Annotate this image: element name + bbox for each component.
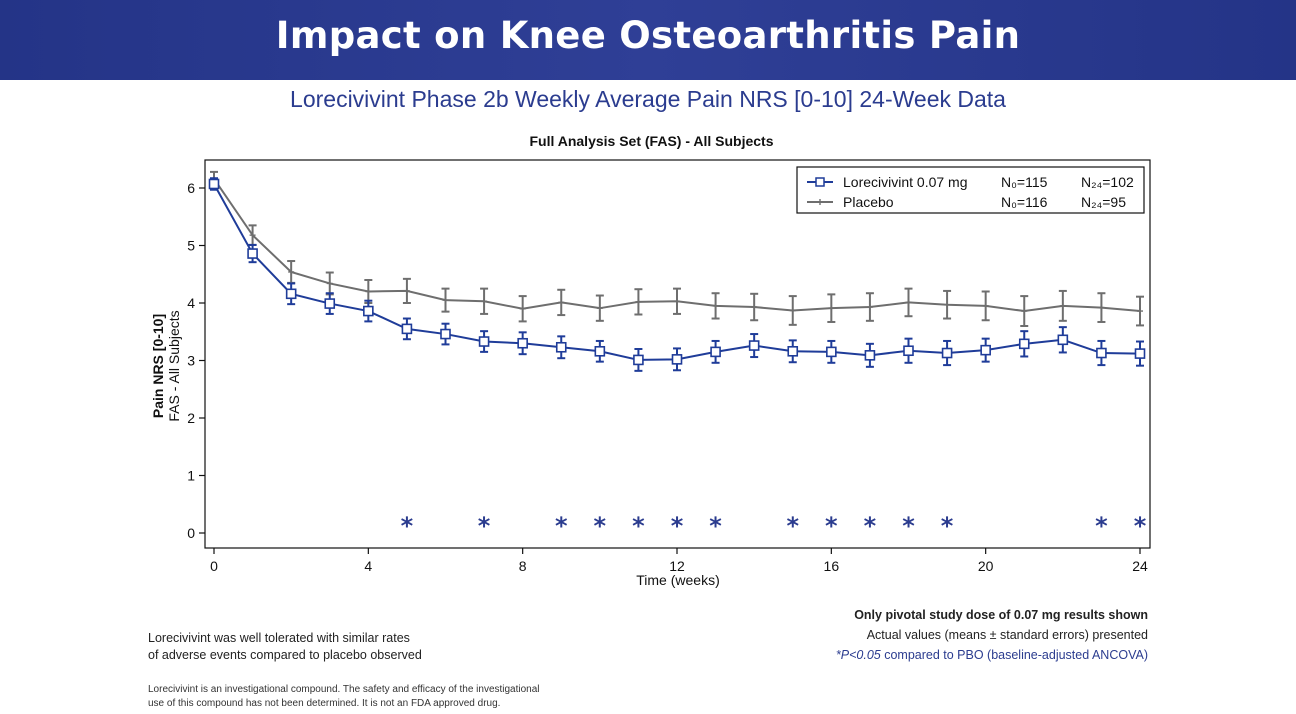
- significance-star: *: [671, 512, 684, 540]
- y-tick-label: 3: [187, 353, 195, 369]
- safety-note-line1: Lorecivivint was well tolerated with sim…: [148, 631, 410, 645]
- legend-lorecivivint-n0: N₀=115: [1001, 174, 1048, 190]
- significance-star: *: [864, 512, 877, 540]
- significance-star: *: [786, 512, 799, 540]
- legend-placebo-label: Placebo: [843, 194, 894, 210]
- x-tick-label: 20: [978, 558, 994, 574]
- lorecivivint-point: [710, 346, 721, 358]
- y-axis-label-2: FAS - All Subjects: [166, 310, 182, 421]
- slide-subtitle: Lorecivivint Phase 2b Weekly Average Pai…: [290, 86, 1006, 112]
- x-tick-label: 8: [519, 558, 527, 574]
- disclaimer: Lorecivivint is an investigational compo…: [148, 683, 540, 711]
- page-title: Impact on Knee Osteoarthritis Pain: [275, 14, 1021, 57]
- significance-star: *: [594, 512, 607, 540]
- legend-box: [796, 166, 1145, 214]
- legend-placebo-n0: N₀=116: [1001, 194, 1048, 210]
- lorecivivint-point: [517, 337, 528, 349]
- lorecivivint-point: [247, 248, 258, 259]
- lorecivivint-point: [285, 288, 297, 300]
- x-tick-label: 24: [1132, 558, 1148, 574]
- lorecivivint-point: [594, 346, 606, 357]
- y-tick-label: 1: [187, 468, 195, 484]
- x-tick-label: 12: [669, 558, 685, 574]
- significance-star: *: [555, 512, 568, 540]
- lorecivivint-point: [363, 305, 374, 317]
- disclaimer-line1: Lorecivivint is an investigational compo…: [148, 684, 540, 695]
- x-tick-label: 0: [210, 558, 218, 574]
- p-value-note: *P<0.05 compared to PBO (baseline-adjust…: [836, 648, 1148, 662]
- significance-star: *: [401, 512, 414, 540]
- lorecivivint-point: [440, 328, 451, 340]
- y-tick-label: 4: [187, 295, 195, 311]
- title-banner: Impact on Knee Osteoarthritis Pain: [0, 0, 1296, 80]
- significance-star: *: [825, 512, 838, 540]
- lorecivivint-point: [555, 341, 567, 353]
- legend-placebo-n24: N₂₄=95: [1081, 194, 1126, 210]
- lorecivivint-point: [864, 350, 876, 361]
- legend-lorecivivint-label: Lorecivivint 0.07 mg: [843, 174, 968, 190]
- significance-star: *: [632, 512, 645, 540]
- pain-nrs-line-chart: Full Analysis Set (FAS) - All Subjects 0 1…: [150, 133, 1151, 588]
- lorecivivint-point: [1018, 338, 1030, 350]
- lorecivivint-point: [478, 336, 490, 347]
- significance-star: *: [1134, 512, 1147, 540]
- significance-star: *: [478, 512, 491, 540]
- safety-note: Lorecivivint was well tolerated with sim…: [148, 630, 422, 664]
- y-tick-label: 0: [187, 525, 195, 541]
- lorecivivint-point: [980, 344, 991, 356]
- p-value-text: compared to PBO (baseline-adjusted ANCOV…: [880, 648, 1148, 662]
- y-axis-label-1: Pain NRS [0-10]: [150, 314, 166, 418]
- lorecivivint-point: [903, 345, 914, 357]
- legend-lorecivivint-marker: [815, 177, 825, 187]
- lorecivivint-point: [941, 347, 953, 359]
- lorecivivint-point: [324, 298, 336, 309]
- x-tick-label: 4: [364, 558, 372, 574]
- significance-star: *: [941, 512, 954, 540]
- chart-title: Full Analysis Set (FAS) - All Subjects: [529, 133, 773, 149]
- lorecivivint-point: [633, 354, 644, 366]
- lorecivivint-point: [1096, 347, 1107, 359]
- lorecivivint-point: [826, 346, 837, 358]
- lorecivivint-point: [787, 346, 799, 357]
- lorecivivint-point: [1134, 348, 1146, 359]
- significance-star: *: [902, 512, 915, 540]
- lorecivivint-point: [208, 178, 220, 190]
- y-tick-label: 2: [187, 410, 195, 426]
- lorecivivint-point: [748, 340, 760, 351]
- y-tick-label: 6: [187, 180, 195, 196]
- legend-lorecivivint-n24: N₂₄=102: [1081, 174, 1134, 190]
- y-tick-label: 5: [187, 238, 195, 254]
- disclaimer-line2: use of this compound has not been determ…: [148, 698, 501, 709]
- x-axis-label: Time (weeks): [636, 572, 720, 588]
- lorecivivint-point: [401, 323, 413, 335]
- safety-note-line2: of adverse events compared to placebo ob…: [148, 648, 422, 662]
- lorecivivint-point: [671, 354, 683, 365]
- pivotal-dose-note: Only pivotal study dose of 0.07 mg resul…: [854, 608, 1148, 622]
- p-value-italic: *P<0.05: [835, 648, 881, 662]
- significance-star: *: [709, 512, 722, 540]
- lorecivivint-point: [1057, 334, 1069, 346]
- actual-values-note: Actual values (means ± standard errors) …: [866, 628, 1148, 642]
- x-tick-label: 16: [824, 558, 840, 574]
- significance-star: *: [1095, 512, 1108, 540]
